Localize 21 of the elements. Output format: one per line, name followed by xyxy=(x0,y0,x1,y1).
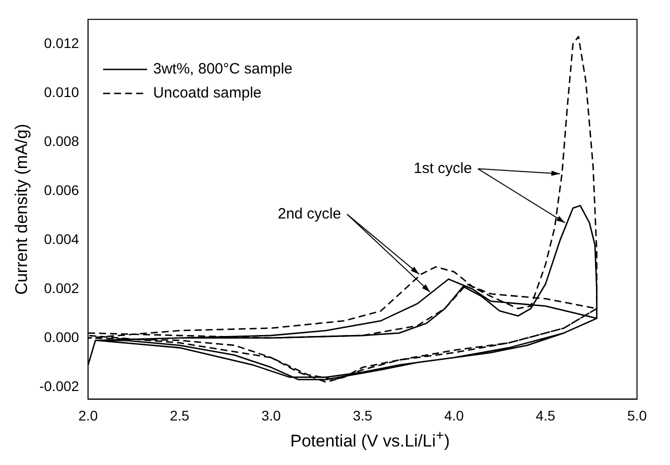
x-tick-label: 3.5 xyxy=(352,407,372,424)
y-tick-label: 0.008 xyxy=(44,132,80,149)
legend-label: Uncoatd sample xyxy=(153,84,262,102)
legend-label: 3wt%, 800°C sample xyxy=(153,60,293,78)
y-tick-label: 0.004 xyxy=(44,230,80,247)
y-axis-title: Current density (mA/g) xyxy=(12,124,31,295)
x-tick-label: 2.0 xyxy=(78,407,98,424)
y-tick-label: -0.002 xyxy=(39,378,80,394)
x-tick-label: 5.0 xyxy=(627,407,647,424)
y-tick-label: 0.012 xyxy=(44,34,80,51)
annotation: 1st cycle xyxy=(414,160,472,177)
x-tick-label: 2.5 xyxy=(170,407,190,424)
x-tick-label: 4.0 xyxy=(444,407,464,424)
x-tick-label: 3.0 xyxy=(261,407,282,424)
y-tick-label: 0.010 xyxy=(44,84,80,100)
x-tick-label: 4.5 xyxy=(536,407,556,424)
x-axis-title: Potential (V vs.Li/Li$^{+}$) xyxy=(289,428,451,452)
y-tick-label: 0.000 xyxy=(44,328,80,345)
y-tick-label: 0.002 xyxy=(44,280,80,296)
y-tick-label: 0.006 xyxy=(44,182,80,198)
annotation: 2nd cycle xyxy=(278,205,342,222)
